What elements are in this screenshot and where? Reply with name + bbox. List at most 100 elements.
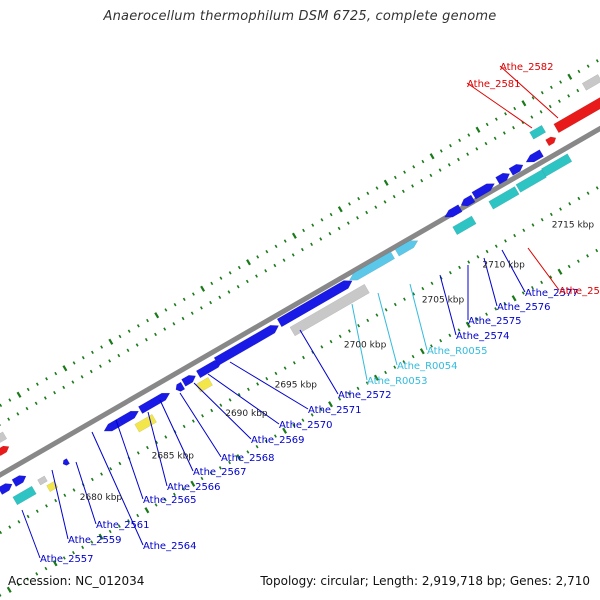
tick-mark: [209, 471, 213, 475]
accession-text: Accession: NC_012034: [8, 574, 145, 588]
tick-mark: [301, 418, 305, 422]
tick-mark: [228, 460, 231, 465]
tick-mark: [411, 354, 415, 359]
tick-mark: [356, 386, 360, 391]
tick-mark: [292, 423, 296, 428]
tick-mark: [504, 112, 507, 116]
tick-mark: [291, 253, 295, 257]
tick-mark: [430, 281, 434, 285]
tick-mark: [366, 191, 370, 196]
tick-mark: [126, 348, 130, 352]
tick-mark: [163, 497, 167, 502]
tick-mark: [181, 316, 185, 321]
gene-label: Athe_2568: [221, 453, 275, 464]
tick-mark: [117, 524, 121, 528]
gene-feature: [0, 483, 13, 495]
tick-mark: [274, 371, 278, 376]
tick-mark: [411, 184, 415, 188]
tick-mark: [89, 369, 93, 374]
gene-label: Athe_2577: [525, 288, 579, 299]
tick-mark: [237, 392, 241, 397]
map-title: Anaerocellum thermophilum DSM 6725, comp…: [103, 9, 497, 24]
tick-mark: [35, 572, 39, 576]
tick-mark: [209, 300, 213, 305]
gene-feature: [452, 215, 477, 236]
gene-label: Athe_2571: [308, 405, 362, 416]
leader-line: [501, 249, 526, 293]
leader-line: [409, 283, 428, 351]
tick-mark: [366, 318, 370, 323]
tick-mark: [91, 350, 94, 355]
leader-line: [377, 292, 398, 366]
leader-line: [193, 382, 252, 440]
gene-feature: [195, 377, 213, 393]
gene-label: Athe_2572: [338, 390, 392, 401]
tick-mark: [320, 345, 324, 349]
tick-mark: [429, 153, 435, 160]
tick-mark: [504, 239, 507, 243]
tick-mark: [264, 439, 268, 444]
tick-mark: [72, 361, 76, 365]
tick-mark: [559, 207, 562, 211]
gene-feature: [553, 97, 600, 134]
tick-mark: [521, 100, 527, 107]
tick-mark: [513, 106, 517, 111]
gene-feature: [134, 414, 157, 433]
tick-mark: [420, 178, 424, 183]
tick-mark: [190, 480, 196, 487]
tick-mark: [218, 295, 222, 299]
tick-mark: [26, 387, 30, 392]
tick-mark: [17, 520, 21, 524]
tick-mark: [338, 334, 342, 338]
tick-mark: [117, 353, 121, 358]
tick-mark: [0, 593, 2, 597]
tick-mark: [365, 381, 369, 385]
gene-label: Athe_2567: [193, 467, 247, 478]
tick-mark: [392, 194, 396, 199]
tick-mark: [412, 165, 416, 169]
tick-mark: [265, 249, 269, 254]
tick-mark: [118, 334, 122, 339]
tick-mark: [43, 396, 47, 400]
tick-mark: [403, 170, 407, 174]
tick-mark: [393, 175, 397, 180]
tick-mark: [127, 329, 131, 333]
tick-mark: [383, 200, 387, 204]
tick-mark: [548, 104, 552, 109]
tick-mark: [200, 476, 204, 481]
tick-mark: [384, 370, 388, 375]
tick-mark: [430, 344, 433, 348]
tick-mark: [182, 487, 186, 491]
tick-mark: [375, 186, 379, 190]
tick-mark: [319, 237, 323, 241]
gene-label: Athe_R0055: [427, 346, 487, 357]
tick-mark: [6, 586, 12, 593]
kbp-label: 2705 kbp: [422, 295, 465, 305]
tick-mark: [384, 308, 388, 312]
gene-feature: [117, 410, 140, 426]
leader-line: [51, 469, 69, 540]
tick-mark: [282, 427, 288, 434]
kbp-label: 2685 kbp: [152, 451, 195, 461]
gene-feature: [460, 194, 476, 207]
tick-mark: [512, 125, 515, 130]
tick-mark: [347, 329, 351, 333]
label-leader-lines: [21, 65, 560, 559]
tick-mark: [485, 249, 489, 254]
gene-label: Athe_R0053: [367, 376, 427, 387]
tick-mark: [172, 322, 176, 326]
tick-mark: [348, 202, 351, 206]
tick-mark: [567, 94, 571, 98]
tick-mark: [44, 566, 48, 571]
tick-mark: [164, 435, 168, 439]
tick-mark: [576, 259, 580, 263]
leader-line: [115, 419, 144, 500]
tick-mark: [337, 206, 343, 213]
tick-mark: [577, 69, 581, 74]
gene-feature: [0, 445, 10, 457]
gene-feature: [0, 431, 8, 443]
tick-mark: [164, 308, 168, 312]
tick-mark: [457, 157, 460, 162]
gene-label: Athe_2564: [143, 541, 197, 552]
tick-mark: [357, 324, 361, 328]
